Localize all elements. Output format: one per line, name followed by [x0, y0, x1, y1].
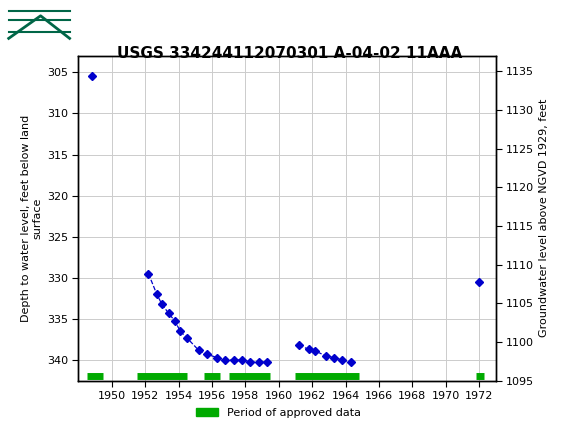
Legend: Period of approved data: Period of approved data [191, 403, 365, 422]
Text: USGS 334244112070301 A-04-02 11AAA: USGS 334244112070301 A-04-02 11AAA [117, 46, 463, 61]
Y-axis label: Depth to water level, feet below land
surface: Depth to water level, feet below land su… [21, 115, 42, 322]
Y-axis label: Groundwater level above NGVD 1929, feet: Groundwater level above NGVD 1929, feet [539, 99, 549, 338]
Bar [6, 3, 70, 42]
Text: USGS: USGS [78, 12, 147, 33]
